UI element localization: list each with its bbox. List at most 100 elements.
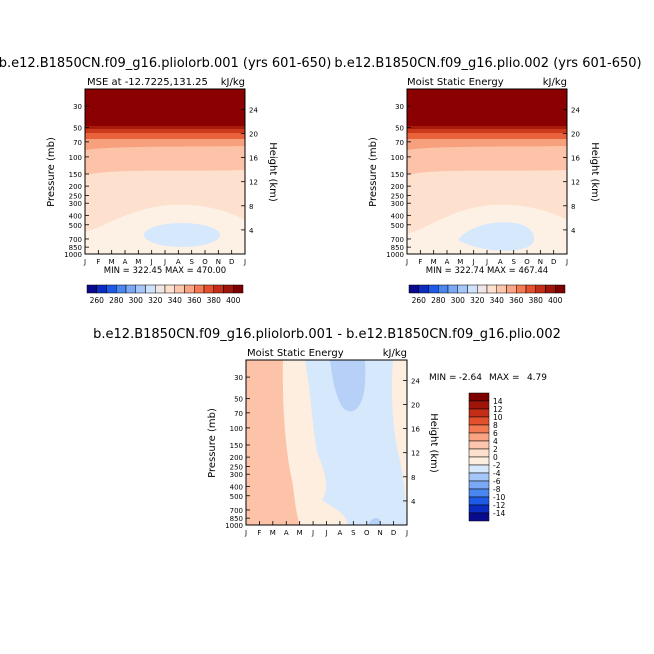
height-tick-label: 16 xyxy=(249,155,258,163)
diff-colorbar-box xyxy=(468,432,490,442)
diff-colorbar-box xyxy=(468,464,490,474)
pressure-tick-label: 30 xyxy=(395,103,404,111)
month-tick-label: O xyxy=(364,529,370,537)
month-tick-label: D xyxy=(551,258,556,266)
diff-colorbar-label: -4 xyxy=(493,469,501,478)
pressure-tick-label: 300 xyxy=(391,200,404,208)
diff-min-label: MIN = xyxy=(429,373,457,383)
month-tick-label: A xyxy=(338,529,343,537)
month-tick-label: M xyxy=(135,258,141,266)
diff-colorbar-box xyxy=(468,408,490,418)
colorbar-label: 320 xyxy=(470,296,485,305)
month-tick-label: M xyxy=(109,258,115,266)
diff-units: kJ/kg xyxy=(383,348,407,359)
diff-subtitle: Moist Static Energy xyxy=(247,348,344,359)
pressure-tick-label: 500 xyxy=(69,222,82,230)
pressure-tick-label: 400 xyxy=(230,483,243,491)
pressure-tick-label: 50 xyxy=(234,396,243,404)
month-tick-label: J xyxy=(150,258,153,266)
pressure-tick-label: 700 xyxy=(230,507,243,515)
pressure-tick-label: 300 xyxy=(69,200,82,208)
diff-colorbar-box xyxy=(468,392,490,402)
height-tick-label: 16 xyxy=(571,155,580,163)
diff-colorbar-label: -14 xyxy=(493,509,505,518)
colorbar-box xyxy=(486,284,497,294)
height-tick-label: 16 xyxy=(411,426,420,434)
colorbar-label: 280 xyxy=(109,296,124,305)
month-tick-label: F xyxy=(418,258,422,266)
diff-field-light-blue xyxy=(305,360,407,525)
right-subtitle: Moist Static Energy xyxy=(407,77,504,88)
colorbar-label: 400 xyxy=(548,296,563,305)
diff-colorbar-label: 10 xyxy=(493,413,503,422)
pressure-tick-label: 50 xyxy=(73,125,82,133)
month-tick-label: S xyxy=(189,258,194,266)
diff-min-value: -2.64 xyxy=(459,373,483,383)
left-title: b.e12.B1850CN.f09_g16.pliolorb.001 (yrs … xyxy=(0,56,331,71)
pressure-tick-label: 250 xyxy=(230,464,243,472)
colorbar-label: 280 xyxy=(431,296,446,305)
colorbar-label: 380 xyxy=(207,296,222,305)
diff-colorbar-box xyxy=(468,456,490,466)
pressure-tick-label: 400 xyxy=(69,212,82,220)
colorbar-box xyxy=(467,284,478,294)
diff-colorbar-label: -2 xyxy=(493,461,501,470)
colorbar-label: 300 xyxy=(129,296,144,305)
month-tick-label: O xyxy=(202,258,208,266)
pressure-tick-label: 70 xyxy=(234,410,243,418)
month-tick-label: J xyxy=(472,258,475,266)
diff-colorbar-label: 14 xyxy=(493,397,503,406)
diff-colorbar-label: 6 xyxy=(493,429,498,438)
pressure-tick-label: 500 xyxy=(391,222,404,230)
diff-colorbar-box xyxy=(468,480,490,490)
colorbar-box xyxy=(135,284,146,294)
right-plot-area xyxy=(406,88,568,255)
left-colorbar: 260 280 300 320 340 360 380 400 xyxy=(86,284,244,305)
height-tick-label: 24 xyxy=(249,106,258,114)
month-tick-label: J xyxy=(83,258,86,266)
month-tick-label: J xyxy=(405,258,408,266)
colorbar-label: 400 xyxy=(226,296,241,305)
month-tick-label: J xyxy=(485,258,488,266)
month-tick-label: D xyxy=(391,529,396,537)
height-tick-label: 20 xyxy=(571,130,580,138)
right-field-light-blue xyxy=(458,222,535,251)
month-tick-label: M xyxy=(431,258,437,266)
colorbar-box xyxy=(96,284,107,294)
pressure-tick-label: 100 xyxy=(391,154,404,162)
diff-title: b.e12.B1850CN.f09_g16.pliolorb.001 - b.e… xyxy=(93,327,561,342)
diff-colorbar-label: 8 xyxy=(493,421,498,430)
height-tick-label: 12 xyxy=(249,179,258,187)
pressure-tick-label: 1000 xyxy=(64,251,82,259)
colorbar-box xyxy=(164,284,175,294)
month-tick-label: M xyxy=(457,258,463,266)
height-tick-label: 24 xyxy=(571,106,580,114)
pressure-tick-label: 300 xyxy=(230,471,243,479)
left-field-dark-red xyxy=(85,89,245,126)
diff-colorbar-label: -12 xyxy=(493,501,505,510)
diff-colorbar-label: 2 xyxy=(493,445,498,454)
colorbar-box xyxy=(545,284,556,294)
colorbar-box xyxy=(477,284,488,294)
colorbar-label: 300 xyxy=(451,296,466,305)
colorbar-box xyxy=(155,284,166,294)
month-tick-label: N xyxy=(538,258,543,266)
left-stats: MIN = 322.45 MAX = 470.00 xyxy=(104,266,226,276)
pressure-tick-label: 700 xyxy=(391,236,404,244)
month-tick-label: M xyxy=(297,529,303,537)
height-tick-label: 4 xyxy=(249,227,254,235)
colorbar-box xyxy=(535,284,546,294)
colorbar-label: 360 xyxy=(187,296,202,305)
pressure-tick-label: 1000 xyxy=(386,251,404,259)
diff-field-salmon-west xyxy=(246,360,300,525)
diff-colorbar-box xyxy=(468,400,490,410)
colorbar-box xyxy=(408,284,419,294)
month-tick-label: J xyxy=(244,529,247,537)
month-tick-label: O xyxy=(524,258,530,266)
colorbar-box xyxy=(213,284,224,294)
month-tick-label: D xyxy=(229,258,234,266)
height-tick-label: 20 xyxy=(249,130,258,138)
month-tick-label: J xyxy=(163,258,166,266)
colorbar-box xyxy=(223,284,234,294)
